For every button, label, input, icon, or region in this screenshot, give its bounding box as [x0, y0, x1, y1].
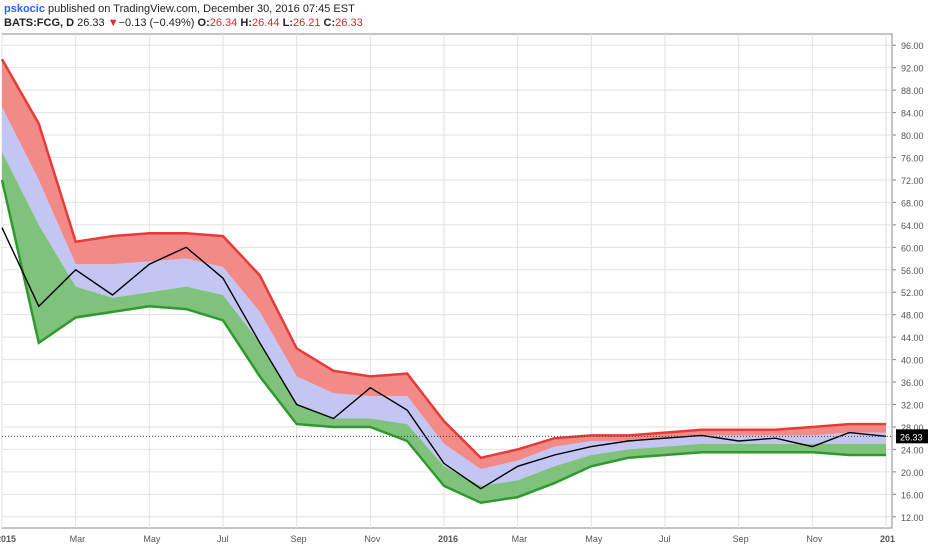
y-tick-label: 20.00 [901, 468, 924, 478]
price-chart[interactable]: 96.00 92.00 88.00 84.00 80.00 76.00 72.00 68.00… [0, 32, 932, 550]
last-price-badge [896, 429, 928, 444]
close-value: 26.33 [335, 17, 363, 29]
low-label: L: [282, 17, 293, 29]
x-tick-label: 2016 [438, 534, 458, 544]
y-tick-label: 56.00 [901, 266, 924, 276]
x-tick-label: Sep [733, 534, 749, 544]
low-value: 26.21 [292, 17, 321, 29]
last-price-label: 26.33 [900, 432, 923, 442]
x-tick-label: May [585, 534, 603, 544]
y-tick-label: 72.00 [901, 176, 924, 186]
y-tick-label: 24.00 [901, 445, 924, 455]
x-tick-label: Jul [217, 534, 229, 544]
open-label: O: [197, 17, 210, 29]
down-arrow-icon: ▼ [107, 17, 119, 29]
x-tick-label: Nov [806, 534, 823, 544]
open-value: 26.34 [209, 17, 238, 29]
y-tick-label: 92.00 [901, 64, 924, 74]
x-tick-label: Mar [70, 534, 86, 544]
publish-line: pskocic published on TradingView.com, De… [4, 2, 355, 16]
y-tick-label: 60.00 [901, 243, 924, 253]
y-tick-label: 84.00 [901, 109, 924, 119]
high-value: 26.44 [251, 17, 280, 29]
y-tick-label: 96.00 [901, 41, 924, 51]
author-link[interactable]: pskocic [4, 3, 45, 15]
change-value: −0.13 (−0.49%) [118, 17, 195, 29]
y-tick-label: 40.00 [901, 356, 924, 366]
price-line [1, 227, 887, 490]
y-tick-label: 28.00 [901, 423, 924, 433]
y-tick-label: 88.00 [901, 86, 924, 96]
y-tick-label: 52.00 [901, 288, 924, 298]
symbol-label: BATS:FCG, D [4, 17, 75, 29]
x-tick-label: 201 [880, 534, 895, 544]
y-tick-label: 36.00 [901, 378, 924, 388]
y-tick-label: 68.00 [901, 198, 924, 208]
y-tick-label: 64.00 [901, 221, 924, 231]
x-tick-label: Jul [659, 534, 671, 544]
lower-band-edge [0, 179, 886, 504]
y-tick-label: 32.00 [901, 401, 924, 411]
high-label: H: [240, 17, 252, 29]
x-tick-label: May [143, 534, 161, 544]
y-tick-label: 48.00 [901, 311, 924, 321]
y-tick-label: 16.00 [901, 490, 924, 500]
upper-band-edge [0, 58, 886, 460]
x-tick-label: Mar [512, 534, 528, 544]
last-price: 26.33 [77, 17, 105, 29]
y-tick-label: 80.00 [901, 131, 924, 141]
x-tick-label: Sep [291, 534, 307, 544]
ohlc-line: BATS:FCG, D 26.33 ▼−0.13 (−0.49%) O:26.3… [4, 16, 363, 30]
close-label: C: [323, 17, 336, 29]
y-tick-label: 12.00 [901, 513, 924, 523]
x-tick-label: 2015 [0, 534, 16, 544]
y-tick-label: 44.00 [901, 333, 924, 343]
y-tick-label: 76.00 [901, 154, 924, 164]
chart-header: pskocic published on TradingView.com, De… [4, 2, 928, 32]
x-tick-label: Nov [364, 534, 381, 544]
published-text: published on TradingView.com, December 3… [48, 3, 355, 15]
